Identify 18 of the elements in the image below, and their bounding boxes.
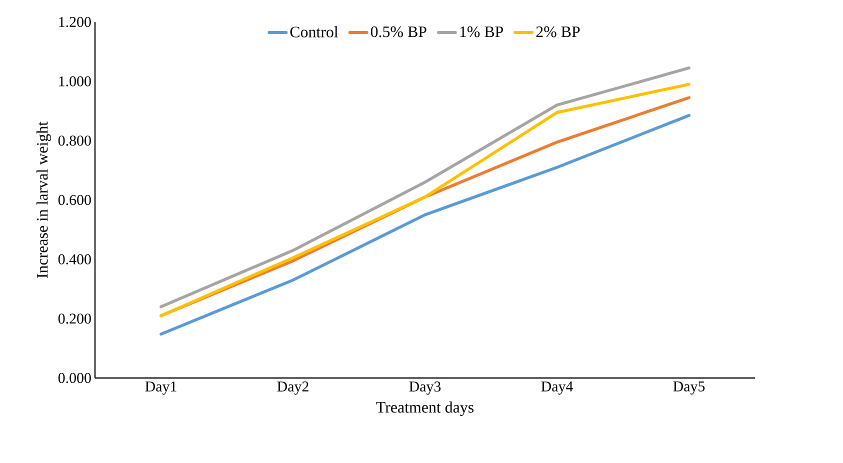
y-tick-label: 0.000 [58,372,91,384]
y-tick-label: 1.000 [59,76,91,86]
x-tick-label: Day3 [409,382,441,395]
y-tick-label: 0.200 [58,314,91,324]
x-tick-label: Day4 [541,382,573,395]
legend-label: 0.5% BP [370,26,426,38]
x-tick-label: Day2 [277,382,308,395]
x-tick-label: Day5 [673,382,705,395]
y-tick-label: 0.800 [58,136,91,146]
y-tick-label: 0.600 [58,194,91,206]
y-axis-title: Increase in larval weight [36,122,52,278]
legend-label: 2% BP [536,26,580,38]
legend-label: Control [290,26,338,38]
x-axis-title: Treatment days [376,401,474,416]
x-tick-label: Day1 [145,382,176,395]
legend-label: 1% BP [460,26,504,38]
y-tick-label: 1.200 [59,16,91,28]
y-tick-label: 0.400 [58,254,91,264]
